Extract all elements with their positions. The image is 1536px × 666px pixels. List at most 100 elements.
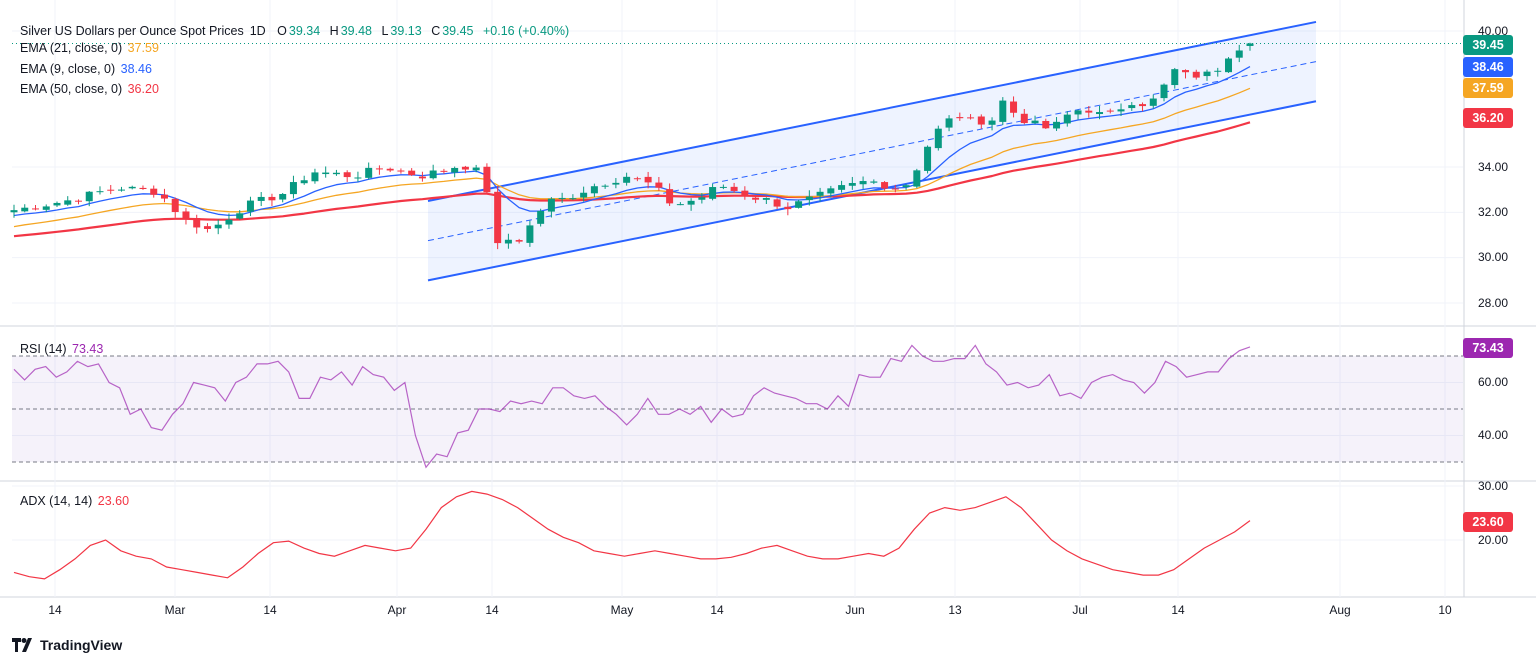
rsi-value: 73.43 [72, 342, 104, 356]
candle-body [795, 201, 803, 208]
candle-body [1139, 104, 1147, 107]
candle-body [999, 100, 1007, 122]
candle-body [128, 186, 136, 189]
ema21-value: 37.59 [127, 41, 159, 55]
candle-body [397, 170, 405, 172]
candle-body [365, 167, 373, 178]
ema50-value: 36.20 [127, 82, 159, 96]
candle-body [10, 210, 18, 213]
candle-body [580, 192, 588, 198]
candle-body [526, 225, 534, 243]
candle-body [504, 239, 512, 244]
x-tick-label: 13 [948, 603, 962, 617]
candle-body [816, 191, 824, 196]
candle-body [354, 177, 362, 179]
candle-body [956, 117, 964, 119]
ohlc-close-label: C [431, 24, 441, 38]
ema21-line [13, 87, 1251, 228]
candles-group [10, 42, 1254, 250]
rsi-label: RSI (14) [20, 342, 67, 356]
candle-body [332, 172, 340, 175]
candle-body [1182, 70, 1190, 73]
candle-body [644, 176, 652, 183]
y-tick-label: 30.00 [1478, 250, 1509, 264]
candle-body [730, 186, 738, 191]
candle-body [311, 172, 319, 182]
candle-body [719, 186, 727, 188]
candle-body [171, 198, 179, 213]
candle-body [1020, 113, 1028, 124]
candle-body [870, 181, 878, 183]
candle-body [913, 170, 921, 187]
channel-lower-line [427, 100, 1317, 282]
candle-body [1053, 121, 1061, 129]
candle-body [472, 167, 480, 171]
candle-body [160, 194, 168, 199]
candle-body [1225, 58, 1233, 73]
candle-body [666, 189, 674, 204]
candle-body [1031, 120, 1039, 124]
legend-ema50[interactable]: EMA (50, close, 0) 36.20 [20, 81, 161, 97]
x-tick-label: 14 [485, 603, 499, 617]
brand-name: TradingView [40, 637, 123, 653]
chart-title: Silver US Dollars per Ounce Spot Prices [20, 24, 244, 38]
candle-body [945, 118, 953, 128]
legend-ema9[interactable]: EMA (9, close, 0) 38.46 [20, 61, 154, 77]
ema21-label: EMA (21, close, 0) [20, 41, 123, 55]
candle-body [1063, 114, 1071, 124]
candle-body [633, 178, 641, 180]
adx-badge: 23.60 [1463, 512, 1513, 532]
candle-body [1203, 71, 1211, 77]
candle-body [268, 196, 276, 201]
y-tick-label: 60.00 [1478, 375, 1509, 389]
candle-body [1149, 98, 1157, 106]
candle-body [590, 186, 598, 194]
candle-body [558, 197, 566, 199]
legend-rsi[interactable]: RSI (14) 73.43 [20, 341, 105, 357]
ohlc-open: 39.34 [288, 24, 321, 38]
candle-body [461, 166, 469, 170]
tradingview-brand[interactable]: TradingView [12, 637, 122, 653]
ema50-label: EMA (50, close, 0) [20, 82, 123, 96]
candle-body [709, 187, 717, 199]
ohlc-high: 39.48 [340, 24, 372, 38]
x-tick-label: May [610, 603, 634, 617]
legend-adx[interactable]: ADX (14, 14) 23.60 [20, 493, 131, 509]
candle-body [74, 200, 82, 202]
y-tick-label: 40.00 [1478, 428, 1509, 442]
candle-body [451, 167, 459, 173]
rsi-line [13, 344, 1251, 469]
ema9-value: 38.46 [120, 62, 152, 76]
candle-body [386, 168, 394, 171]
candle-body [687, 200, 695, 205]
x-tick-label: 14 [48, 603, 62, 617]
candle-body [343, 172, 351, 178]
candle-body [934, 128, 942, 149]
ohlc-low: 39.13 [390, 24, 422, 38]
candle-body [1192, 71, 1200, 78]
candle-body [107, 189, 115, 191]
candle-body [279, 193, 287, 200]
candle-body [924, 146, 932, 171]
candle-body [1171, 69, 1179, 86]
candle-body [784, 206, 792, 210]
candle-body [698, 197, 706, 200]
candle-body [1128, 105, 1136, 109]
candle-body [515, 240, 523, 242]
channel-upper-line [427, 20, 1317, 202]
chart-interval: 1D [249, 24, 266, 38]
candle-body [418, 176, 426, 179]
candle-body [96, 191, 104, 193]
ohlc-high-label: H [329, 24, 339, 38]
candle-body [117, 189, 125, 191]
candle-body [483, 166, 491, 193]
candle-body [64, 200, 72, 205]
candle-body [429, 170, 437, 179]
candle-body [601, 185, 609, 187]
candle-body [752, 197, 760, 200]
candle-body [300, 180, 308, 184]
candle-body [891, 188, 899, 190]
candle-body [203, 226, 211, 230]
legend-ema21[interactable]: EMA (21, close, 0) 37.59 [20, 40, 161, 56]
